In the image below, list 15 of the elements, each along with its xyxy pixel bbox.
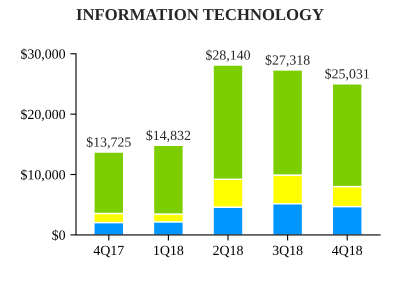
total-label: $27,318 — [266, 54, 310, 67]
x-tick-label: 1Q18 — [154, 246, 184, 258]
y-tick-label: $20,000 — [21, 108, 66, 122]
chart-title: INFORMATION TECHNOLOGY — [76, 9, 324, 20]
y-tick-label: $30,000 — [21, 48, 66, 61]
total-label: $13,725 — [86, 136, 131, 149]
total-label: $14,832 — [146, 130, 190, 142]
x-tick-label: 3Q18 — [272, 246, 303, 258]
y-tick-label: $0 — [52, 230, 66, 241]
x-tick-label: 4Q18 — [332, 246, 362, 258]
x-tick-label: 2Q18 — [213, 246, 243, 258]
total-label: $25,031 — [325, 68, 369, 81]
x-tick-label: 4Q17 — [94, 246, 124, 258]
total-label: $28,140 — [206, 50, 250, 62]
y-tick-label: $10,000 — [21, 169, 66, 182]
